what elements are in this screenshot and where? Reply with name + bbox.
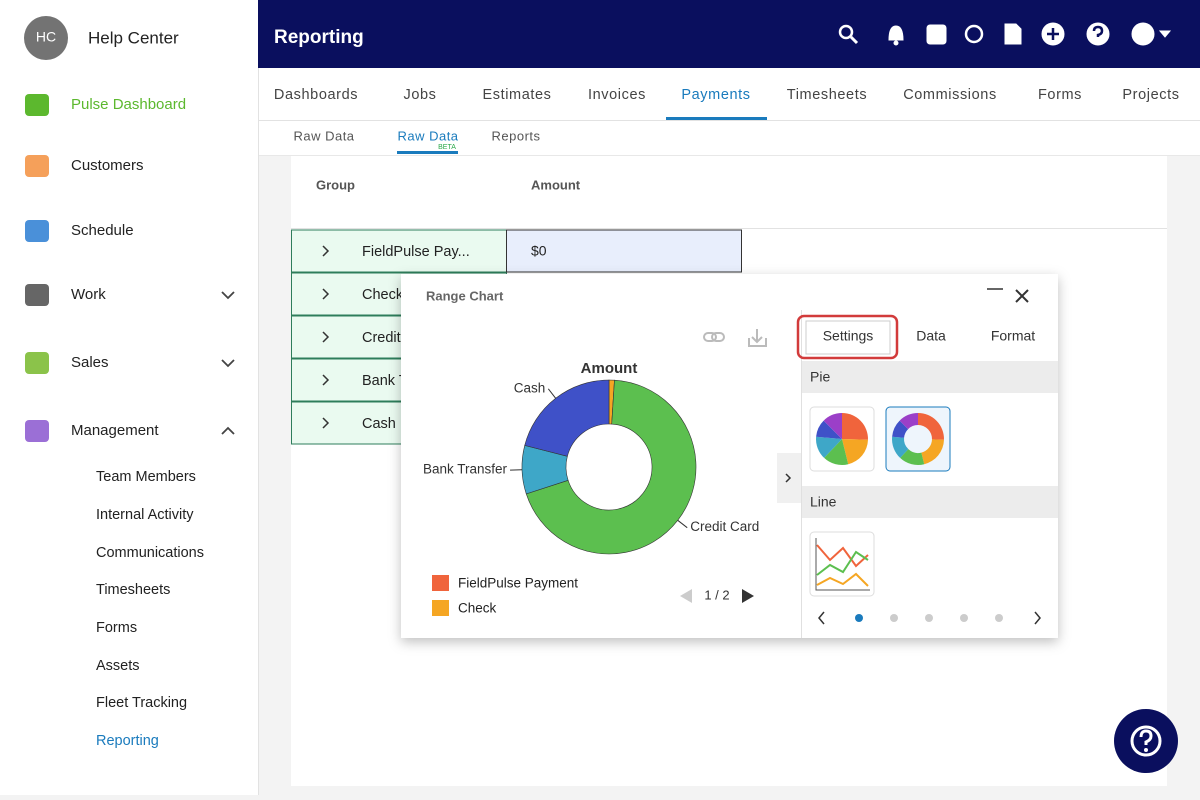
nav-item[interactable]: Work [71,286,106,303]
subtab[interactable]: Raw Data [397,128,458,143]
page-title: Reporting [274,27,364,48]
phone-icon[interactable] [927,25,946,44]
sidebar [0,0,258,795]
avatar-initials: HC [36,29,56,45]
tab[interactable]: Forms [1038,87,1082,103]
nav-subitem[interactable]: Communications [96,545,204,561]
tab[interactable]: Invoices [588,87,646,103]
nav-subitem[interactable]: Reporting [96,733,159,749]
amount-value: $0 [531,243,547,259]
section-header [802,361,1058,393]
nav-icon [25,155,49,177]
nav-item[interactable]: Sales [71,354,109,371]
nav-subitem[interactable]: Team Members [96,469,196,485]
slice-label: Cash [514,380,546,395]
subtab[interactable]: Raw Data [293,128,354,143]
nav-item[interactable]: Schedule [71,222,134,239]
tab[interactable]: Dashboards [274,87,358,103]
nav-icon [25,94,49,116]
tab[interactable]: Payments [681,87,750,103]
dialog-title: Range Chart [426,288,504,303]
tab[interactable]: Commissions [903,87,997,103]
nav-item[interactable]: Pulse Dashboard [71,96,186,113]
legend-swatch [432,575,449,591]
nav-item[interactable]: Management [71,422,159,439]
nav-subitem[interactable]: Forms [96,620,137,636]
dialog-tab[interactable]: Settings [823,328,874,344]
subtab[interactable]: Reports [491,128,540,143]
group-label: Cash [362,416,396,432]
account-icon[interactable] [1132,23,1154,45]
slice-label: Credit Card [690,519,759,534]
group-label: Check [362,287,404,303]
section-title: Pie [810,369,830,385]
nav-icon [25,284,49,306]
nav-icon [25,420,49,442]
line-thumbnail[interactable] [810,532,874,596]
column-header: Group [316,177,355,192]
tab[interactable]: Jobs [403,87,436,103]
tab[interactable]: Timesheets [787,87,867,103]
column-header: Amount [531,177,581,192]
help-center[interactable]: Help Center [88,28,179,47]
nav-subitem[interactable]: Internal Activity [96,507,194,523]
active-tab-underline [666,117,767,120]
nav-icon [25,220,49,242]
nav-subitem[interactable]: Fleet Tracking [96,695,187,711]
legend-label[interactable]: FieldPulse Payment [458,576,578,591]
legend-swatch [432,600,449,616]
dialog-tab[interactable]: Format [991,328,1035,344]
chart-title: Amount [581,360,638,377]
group-label: FieldPulse Pay... [362,244,470,260]
beta-badge: BETA [438,144,456,151]
legend-pager: 1 / 2 [704,587,729,602]
nav-icon [25,352,49,374]
nav-item[interactable]: Customers [71,157,144,174]
nav-subitem[interactable]: Assets [96,658,140,674]
doc-icon[interactable] [1005,24,1021,44]
legend-label[interactable]: Check [458,601,497,616]
nav-subitem[interactable]: Timesheets [96,582,170,598]
tab[interactable]: Estimates [482,87,551,103]
dialog-tab[interactable]: Data [916,328,946,344]
section-header [802,486,1058,518]
section-title: Line [810,494,837,510]
tab[interactable]: Projects [1122,87,1179,103]
slice-label: Bank Transfer [423,462,508,477]
active-subtab-underline [397,151,458,154]
bell-icon[interactable] [889,26,903,40]
